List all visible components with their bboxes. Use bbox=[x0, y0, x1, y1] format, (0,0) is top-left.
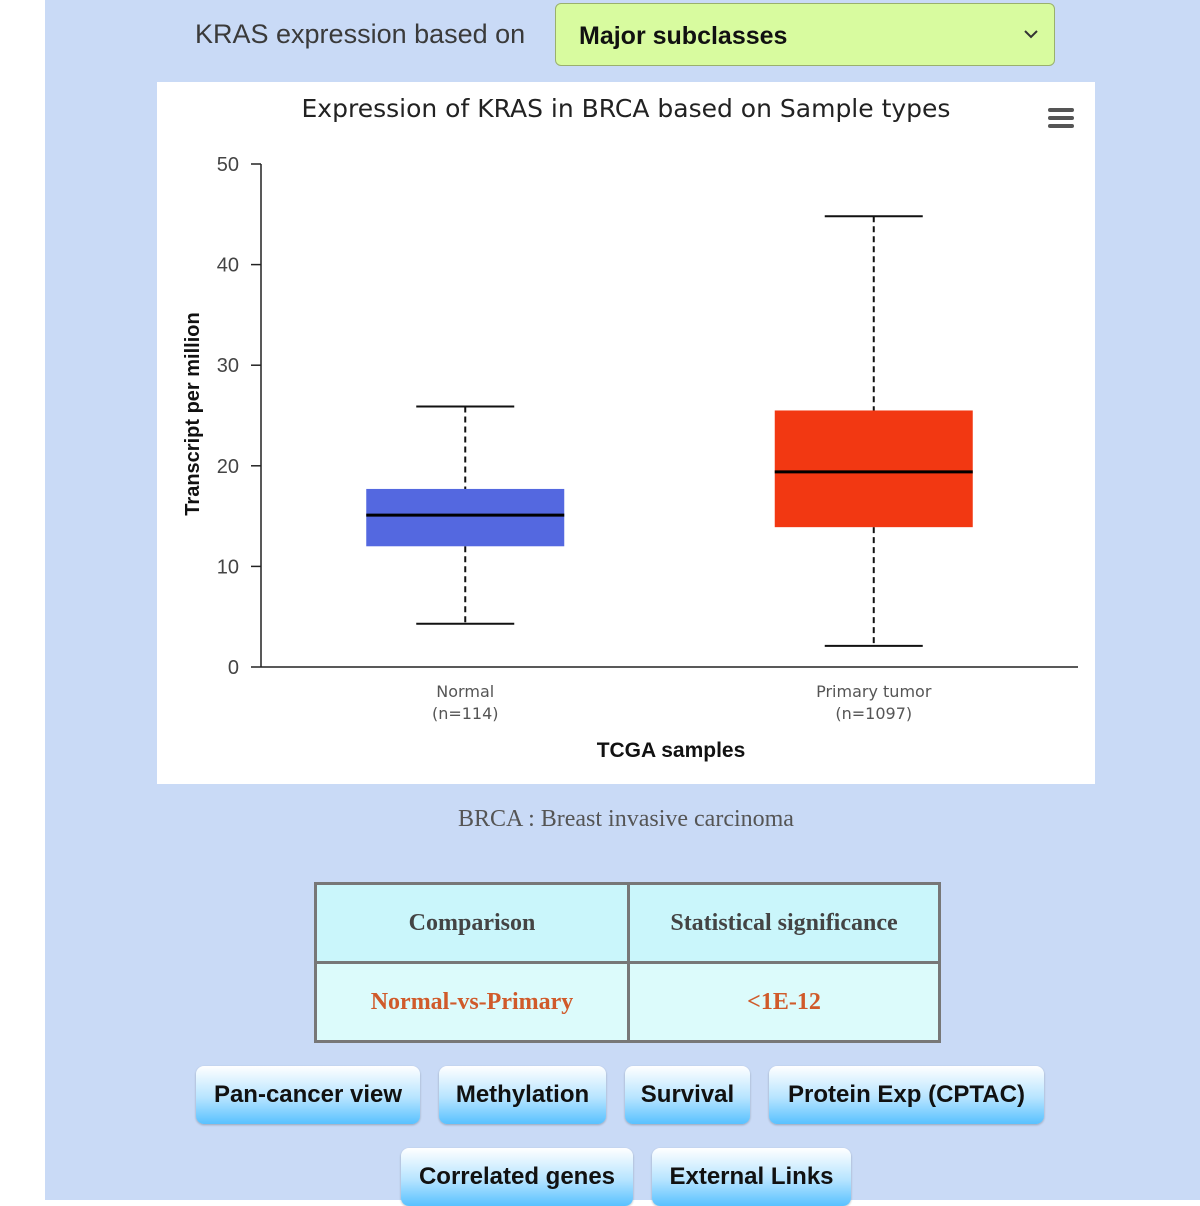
y-axis-label: Transcript per million bbox=[182, 312, 204, 515]
x-tick-label: Primary tumor bbox=[816, 682, 932, 701]
table-header-row: Comparison Statistical significance bbox=[314, 882, 941, 964]
column-header-significance: Statistical significance bbox=[627, 882, 941, 964]
y-tick-label: 10 bbox=[217, 556, 239, 578]
y-tick-label: 0 bbox=[228, 657, 239, 679]
chevron-down-icon bbox=[1024, 30, 1038, 39]
survival-button[interactable]: Survival bbox=[625, 1066, 750, 1124]
subclass-select-value: Major subclasses bbox=[579, 22, 788, 50]
hamburger-menu-icon[interactable] bbox=[1045, 104, 1077, 132]
pan-cancer-view-button[interactable]: Pan-cancer view bbox=[196, 1066, 420, 1124]
protein-exp-cptac-button[interactable]: Protein Exp (CPTAC) bbox=[769, 1066, 1044, 1124]
x-tick-count: (n=1097) bbox=[835, 704, 912, 723]
external-links-button[interactable]: External Links bbox=[652, 1148, 851, 1206]
chart-title: Expression of KRAS in BRCA based on Samp… bbox=[302, 94, 951, 123]
cancer-caption: BRCA : Breast invasive carcinoma bbox=[458, 806, 794, 832]
y-tick-label: 20 bbox=[217, 456, 239, 478]
comparison-cell: Normal-vs-Primary bbox=[314, 961, 630, 1043]
significance-cell: <1E-12 bbox=[627, 961, 941, 1043]
chart-card: Expression of KRAS in BRCA based on Samp… bbox=[157, 82, 1095, 784]
table-row: Normal-vs-Primary <1E-12 bbox=[314, 961, 941, 1043]
plot-area: 0 10 20 30 40 50 Normal (n=114) Primary tumor (n=… bbox=[217, 154, 1078, 723]
methylation-button[interactable]: Methylation bbox=[439, 1066, 606, 1124]
expression-basis-label: KRAS expression based on bbox=[195, 19, 526, 49]
box-iqr bbox=[366, 488, 565, 547]
subclass-select[interactable]: Major subclasses bbox=[555, 3, 1055, 66]
x-tick-label: Normal bbox=[436, 682, 494, 701]
y-tick-label: 50 bbox=[217, 154, 239, 176]
box-plot: Expression of KRAS in BRCA based on Samp… bbox=[182, 94, 1078, 762]
significance-table: Comparison Statistical significance Norm… bbox=[314, 882, 941, 1043]
x-tick-count: (n=114) bbox=[432, 704, 499, 723]
x-axis-label: TCGA samples bbox=[597, 739, 746, 762]
y-tick-label: 40 bbox=[217, 255, 239, 277]
box-iqr bbox=[774, 410, 973, 528]
correlated-genes-button[interactable]: Correlated genes bbox=[401, 1148, 633, 1206]
y-tick-label: 30 bbox=[217, 355, 239, 377]
column-header-comparison: Comparison bbox=[314, 882, 630, 964]
